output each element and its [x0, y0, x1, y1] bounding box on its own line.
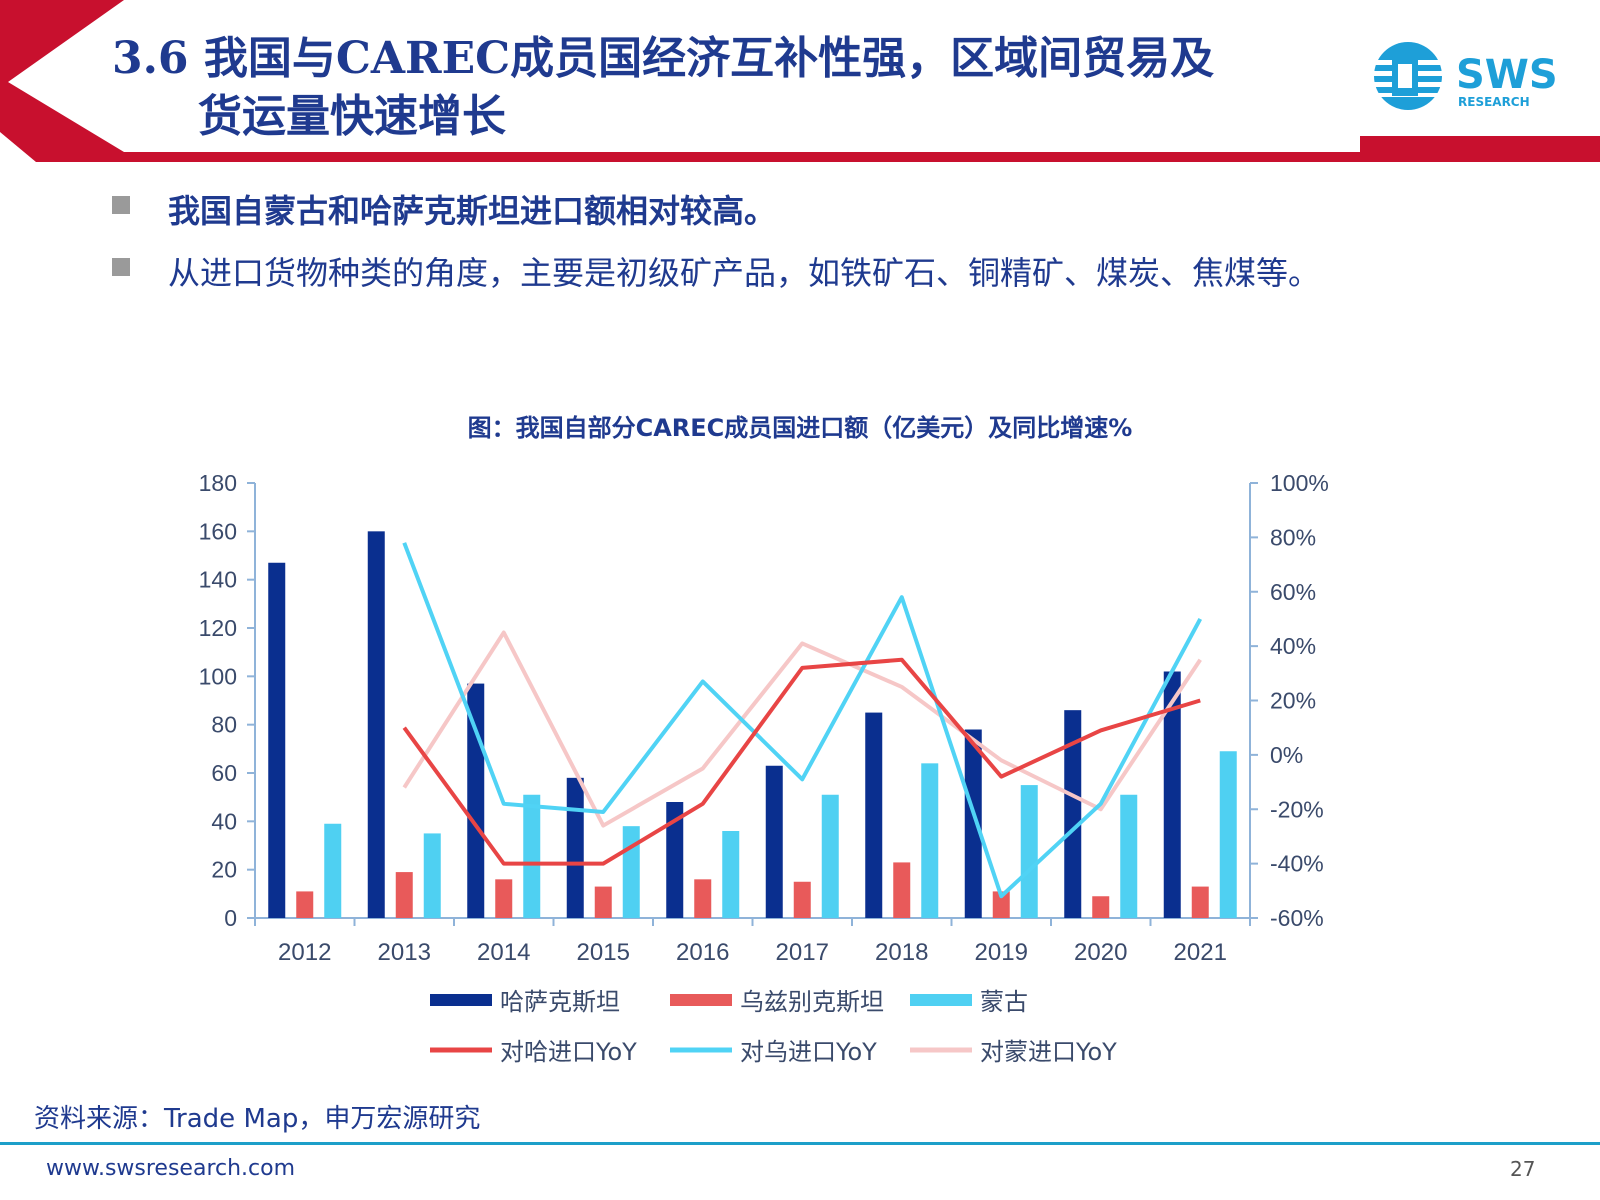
bar-蒙古	[921, 763, 939, 918]
left-axis-tick-label: 80	[211, 712, 237, 738]
footer-divider	[0, 1142, 1600, 1145]
bar-乌兹别克斯坦	[1191, 886, 1209, 918]
legend-swatch-蒙古	[910, 994, 972, 1006]
bar-乌兹别克斯坦	[893, 862, 911, 918]
logo-subtext: RESEARCH	[1458, 95, 1530, 109]
right-axis-tick-label: -40%	[1270, 851, 1324, 877]
bar-蒙古	[622, 826, 640, 918]
logo-text: SWS	[1456, 52, 1558, 98]
left-axis-tick-label: 20	[211, 857, 237, 883]
left-axis-tick-label: 180	[199, 470, 237, 496]
legend-swatch-哈萨克斯坦	[430, 994, 492, 1006]
bar-乌兹别克斯坦	[793, 881, 811, 918]
x-axis-tick-label: 2018	[875, 939, 928, 966]
bullet-square-icon	[112, 196, 130, 214]
right-axis-tick-label: -20%	[1270, 796, 1324, 822]
legend-label: 哈萨克斯坦	[500, 988, 620, 1016]
bar-乌兹别克斯坦	[694, 879, 712, 918]
page-title-continued: 货运量快速增长	[198, 91, 506, 142]
x-axis-tick-label: 2020	[1074, 939, 1127, 966]
x-axis-tick-label: 2021	[1174, 939, 1227, 966]
bar-乌兹别克斯坦	[395, 872, 413, 918]
right-axis-tick-label: 60%	[1270, 579, 1316, 605]
chart-title: 图：我国自部分CAREC成员国进口额（亿美元）及同比增速%	[467, 414, 1133, 442]
left-axis-tick-label: 160	[199, 518, 237, 544]
left-axis-tick-label: 0	[224, 905, 237, 931]
bar-蒙古	[423, 833, 441, 918]
bar-乌兹别克斯坦	[495, 879, 513, 918]
x-axis-tick-label: 2012	[278, 939, 331, 966]
bullet-text: 从进口货物种类的角度，主要是初级矿产品，如铁矿石、铜精矿、煤炭、焦煤等。	[168, 254, 1321, 292]
right-axis-tick-label: 20%	[1270, 688, 1316, 714]
line-对哈进口YoY	[402, 657, 1201, 866]
right-axis-tick-label: 0%	[1270, 742, 1303, 768]
bar-哈萨克斯坦	[268, 562, 286, 918]
bar-乌兹别克斯坦	[992, 891, 1010, 918]
x-axis-tick-label: 2017	[776, 939, 829, 966]
left-axis-tick-label: 100	[199, 663, 237, 689]
bar-哈萨克斯坦	[1064, 710, 1082, 918]
bar-乌兹别克斯坦	[594, 886, 612, 918]
bar-乌兹别克斯坦	[1092, 896, 1110, 918]
header-decoration	[0, 0, 1600, 162]
sws-globe-logo-icon: SWS RESEARCH	[1374, 42, 1558, 110]
bar-哈萨克斯坦	[367, 531, 385, 918]
bar-乌兹别克斯坦	[296, 891, 314, 918]
bar-哈萨克斯坦	[865, 712, 883, 918]
bar-蒙古	[821, 794, 839, 918]
line-对蒙进口YoY	[402, 630, 1202, 828]
bullet-text: 我国自蒙古和哈萨克斯坦进口额相对较高。	[168, 192, 777, 230]
bullet-square-icon	[112, 258, 130, 276]
line-对乌进口YoY	[402, 542, 1203, 899]
page-number: 27	[1510, 1157, 1536, 1181]
bar-蒙古	[324, 823, 342, 918]
right-axis-tick-label: 40%	[1270, 633, 1316, 659]
bar-哈萨克斯坦	[1163, 671, 1181, 918]
bar-蒙古	[722, 831, 740, 918]
legend-label: 乌兹别克斯坦	[740, 988, 884, 1016]
bar-哈萨克斯坦	[666, 802, 684, 918]
bar-哈萨克斯坦	[765, 765, 783, 918]
bar-蒙古	[523, 794, 541, 918]
website-link[interactable]: www.swsresearch.com	[46, 1156, 296, 1181]
left-axis-tick-label: 120	[199, 615, 237, 641]
x-axis-tick-label: 2019	[975, 939, 1028, 966]
left-axis-tick-label: 60	[211, 760, 237, 786]
right-axis-tick-label: 100%	[1270, 470, 1329, 496]
left-axis-tick-label: 40	[211, 808, 237, 834]
legend-swatch-乌兹别克斯坦	[670, 994, 732, 1006]
right-axis-tick-label: -60%	[1270, 905, 1324, 931]
bar-蒙古	[1219, 751, 1237, 918]
legend-label: 蒙古	[980, 988, 1028, 1016]
x-axis-tick-label: 2014	[477, 939, 530, 966]
legend-label: 对乌进口YoY	[740, 1038, 877, 1066]
page-title: 3.6 我国与CAREC成员国经济互补性强，区域间贸易及	[112, 33, 1215, 84]
bar-蒙古	[1120, 794, 1138, 918]
bar-哈萨克斯坦	[964, 729, 982, 918]
source-note: 资料来源：Trade Map，申万宏源研究	[34, 1104, 481, 1134]
legend-label: 对蒙进口YoY	[980, 1038, 1117, 1066]
x-axis-tick-label: 2015	[577, 939, 630, 966]
bar-哈萨克斯坦	[566, 777, 584, 918]
legend-label: 对哈进口YoY	[500, 1038, 637, 1066]
x-axis-tick-label: 2016	[676, 939, 729, 966]
left-axis-tick-label: 140	[199, 567, 237, 593]
x-axis-tick-label: 2013	[378, 939, 431, 966]
right-axis-tick-label: 80%	[1270, 524, 1316, 550]
bar-蒙古	[1020, 785, 1038, 918]
